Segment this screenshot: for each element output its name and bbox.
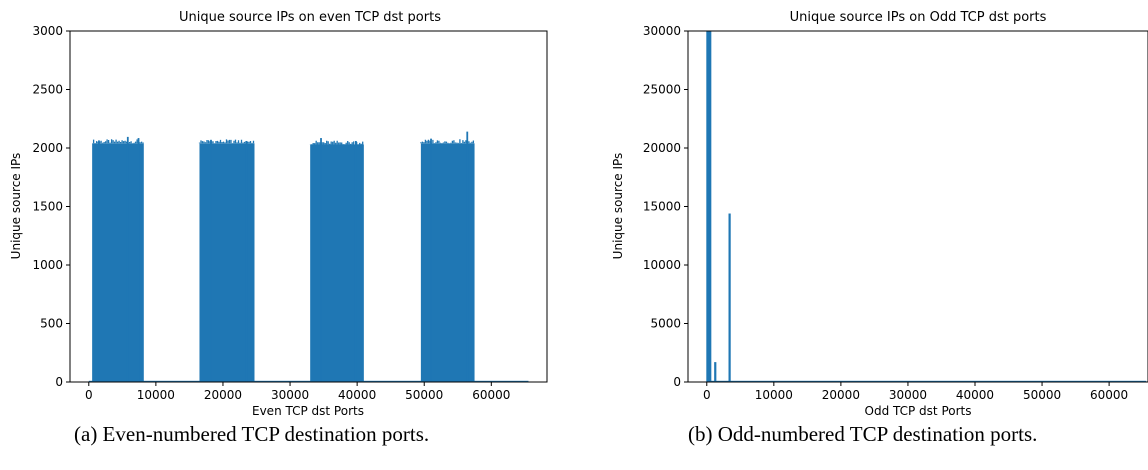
chart-b-y-tick-label: 30000: [643, 24, 681, 38]
chart-b-y-tick-label: 15000: [643, 200, 681, 214]
caption-odd-ports: (b) Odd-numbered TCP destination ports.: [688, 422, 1038, 446]
chart-b-baseline-bar: [706, 380, 1147, 382]
chart-a-block-jitter-3: [309, 140, 364, 145]
chart-a-y-tick-label: 3000: [32, 24, 63, 38]
chart-b-title: Unique source IPs on Odd TCP dst ports: [790, 10, 1047, 25]
chart-b-axes-frame: [687, 30, 1148, 383]
chart-b-x-tick-label: 0: [703, 388, 711, 402]
chart-b-x-tick-label: 40000: [956, 388, 994, 402]
chart-b-x-tick-label: 20000: [822, 388, 860, 402]
chart-a-y-tick-label: 2000: [32, 141, 63, 155]
chart-b-bar-3: [709, 31, 712, 382]
chart-a-peak-bar-5: [245, 140, 248, 382]
chart-a-x-tick-label: 10000: [137, 388, 175, 402]
chart-a-x-tick-label: 60000: [472, 388, 510, 402]
chart-a-title: Unique source IPs on even TCP dst ports: [179, 10, 441, 25]
chart-b-y-tick-label: 10000: [643, 258, 681, 272]
caption-even-ports: (a) Even-numbered TCP destination ports.: [74, 422, 430, 446]
chart-a-x-tick-label: 0: [85, 388, 93, 402]
chart-b-x-tick-label: 30000: [889, 388, 927, 402]
chart-a-x-tick-label: 20000: [204, 388, 242, 402]
chart-a-y-tick-label: 500: [40, 317, 63, 331]
chart-even-ports: Unique source IPs on even TCP dst ports …: [9, 10, 548, 418]
chart-b-y-tick-label: 0: [673, 375, 681, 389]
chart-a-block-jitter-2: [198, 139, 255, 144]
chart-b-x-tick-label: 50000: [1023, 388, 1061, 402]
chart-a-x-ticks: 0 10000 20000 30000 40000 50000 60000: [85, 382, 510, 402]
chart-a-y-axis-label: Unique source IPs: [9, 153, 23, 260]
chart-a-x-tick-label: 30000: [271, 388, 309, 402]
chart-a-y-tick-label: 0: [55, 375, 63, 389]
chart-b-bar-1: [706, 31, 709, 382]
chart-b-bar-2: [707, 31, 710, 382]
chart-a-peak-bar-4: [210, 139, 212, 382]
chart-a-peak-bar-1: [98, 140, 100, 382]
chart-b-y-tick-label: 20000: [643, 141, 681, 155]
chart-a-peak-bar-7: [354, 140, 357, 382]
chart-a-block-bar-2: [199, 143, 255, 382]
chart-b-x-tick-label: 60000: [1090, 388, 1128, 402]
chart-a-peak-bar-8: [430, 138, 432, 382]
chart-b-y-tick-label: 5000: [650, 317, 681, 331]
chart-b-x-ticks: 0 10000 20000 30000 40000 50000 60000: [703, 382, 1128, 402]
chart-a-block-bar-3: [310, 144, 364, 382]
chart-odd-ports: Unique source IPs on Odd TCP dst ports 0…: [611, 10, 1148, 418]
chart-a-y-tick-label: 2500: [32, 83, 63, 97]
chart-a-y-tick-label: 1000: [32, 258, 63, 272]
chart-a-y-tick-label: 1500: [32, 200, 63, 214]
chart-a-block-jitter-4: [420, 139, 475, 144]
chart-a-peak-bar-2: [126, 136, 129, 382]
chart-b-y-tick-label: 25000: [643, 83, 681, 97]
chart-b-bar-4: [714, 362, 717, 382]
chart-a-peak-bar-3: [137, 138, 140, 382]
chart-b-plot-area: [706, 31, 1147, 382]
chart-b-y-axis-label: Unique source IPs: [611, 153, 625, 260]
chart-a-y-ticks: 0 500 1000 1500 2000 2500 3000: [32, 24, 70, 389]
chart-a-x-tick-label: 50000: [405, 388, 443, 402]
chart-a-block-bar-1: [92, 143, 144, 382]
chart-a-peak-bar-9: [466, 131, 469, 382]
chart-a-x-tick-label: 40000: [338, 388, 376, 402]
chart-a-baseline-bar: [88, 380, 529, 382]
chart-a-peak-bar-6: [320, 138, 322, 382]
chart-b-bar-5: [728, 213, 731, 382]
chart-a-block-bar-4: [420, 143, 475, 382]
chart-a-x-axis-label: Even TCP dst Ports: [252, 404, 364, 418]
chart-a-plot-area: [88, 131, 529, 382]
chart-b-x-axis-label: Odd TCP dst Ports: [865, 404, 972, 418]
chart-b-y-ticks: 0 5000 10000 15000 20000 25000 30000: [643, 24, 688, 389]
chart-b-x-tick-label: 10000: [755, 388, 793, 402]
